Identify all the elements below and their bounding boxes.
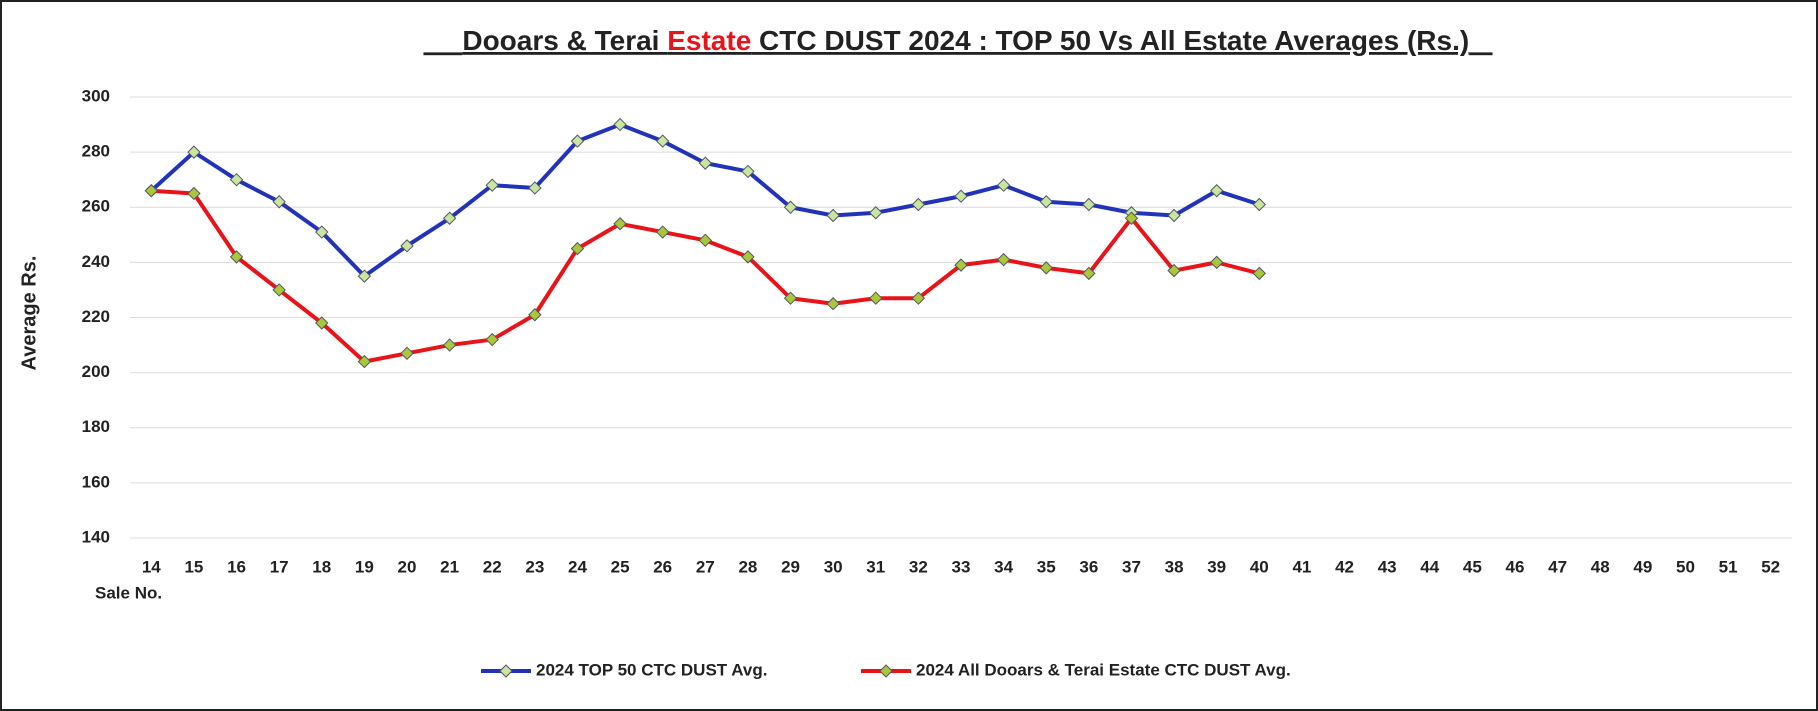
x-axis-label: Sale No.	[95, 583, 162, 602]
x-tick-label: 30	[824, 557, 843, 576]
x-tick-label: 40	[1250, 557, 1269, 576]
x-tick-label: 16	[227, 557, 246, 576]
x-tick-label: 35	[1037, 557, 1056, 576]
x-tick-label: 32	[909, 557, 928, 576]
x-tick-label: 44	[1420, 557, 1439, 576]
x-tick-label: 41	[1292, 557, 1311, 576]
y-tick-label: 260	[82, 197, 110, 216]
x-tick-label: 21	[440, 557, 459, 576]
x-tick-label: 14	[142, 557, 161, 576]
x-tick-label: 17	[270, 557, 289, 576]
x-tick-label: 39	[1207, 557, 1226, 576]
y-tick-label: 220	[82, 307, 110, 326]
x-tick-label: 29	[781, 557, 800, 576]
x-tick-label: 45	[1463, 557, 1482, 576]
x-tick-label: 19	[355, 557, 374, 576]
x-tick-label: 49	[1633, 557, 1652, 576]
x-tick-label: 38	[1165, 557, 1184, 576]
x-tick-label: 47	[1548, 557, 1567, 576]
y-tick-label: 160	[82, 472, 110, 491]
x-tick-label: 28	[738, 557, 757, 576]
x-tick-label: 48	[1591, 557, 1610, 576]
x-tick-label: 36	[1079, 557, 1098, 576]
x-tick-label: 23	[525, 557, 544, 576]
x-tick-label: 34	[994, 557, 1013, 576]
x-tick-label: 33	[952, 557, 971, 576]
x-tick-label: 50	[1676, 557, 1695, 576]
x-tick-label: 52	[1761, 557, 1780, 576]
legend-label: 2024 TOP 50 CTC DUST Avg.	[536, 660, 767, 679]
x-tick-label: 15	[184, 557, 203, 576]
chart-title: Dooars & Terai Estate CTC DUST 2024 : TO…	[423, 25, 1492, 56]
legend-label: 2024 All Dooars & Terai Estate CTC DUST …	[916, 660, 1291, 679]
x-tick-label: 43	[1378, 557, 1397, 576]
x-tick-label: 51	[1719, 557, 1738, 576]
y-tick-label: 240	[82, 252, 110, 271]
x-tick-label: 26	[653, 557, 672, 576]
x-tick-label: 22	[483, 557, 502, 576]
x-tick-label: 20	[398, 557, 417, 576]
x-tick-label: 18	[312, 557, 331, 576]
y-tick-label: 180	[82, 417, 110, 436]
title-part: Dooars & Terai	[462, 25, 667, 56]
y-tick-label: 140	[82, 527, 110, 546]
title-part: CTC DUST 2024 : TOP 50 Vs All Estate Ave…	[751, 25, 1469, 56]
title-part: Estate	[667, 25, 751, 56]
x-tick-label: 46	[1506, 557, 1525, 576]
y-axis-label: Average Rs.	[18, 256, 40, 371]
x-tick-label: 25	[611, 557, 630, 576]
x-tick-label: 31	[866, 557, 885, 576]
x-tick-label: 27	[696, 557, 715, 576]
x-tick-label: 37	[1122, 557, 1141, 576]
x-tick-label: 42	[1335, 557, 1354, 576]
y-tick-label: 200	[82, 362, 110, 381]
y-tick-label: 280	[82, 142, 110, 161]
y-tick-label: 300	[82, 86, 110, 105]
x-tick-label: 24	[568, 557, 587, 576]
chart-frame	[1, 1, 1817, 710]
chart: Dooars & Terai Estate CTC DUST 2024 : TO…	[0, 0, 1818, 711]
